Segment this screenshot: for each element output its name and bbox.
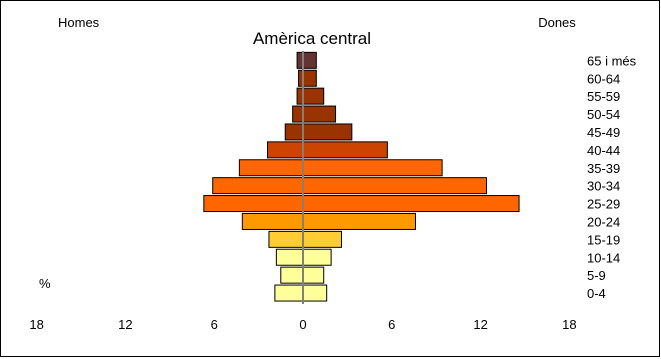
age-label: 25-29 [587, 197, 620, 212]
bar-homes-30-34 [212, 177, 304, 195]
bar-dones-45-49 [302, 123, 353, 141]
age-label: 30-34 [587, 179, 620, 194]
bar-homes-0-4 [274, 284, 304, 302]
age-group-labels: 0-4 5-9 10-14 15-19 20-24 25-29 30-34 35-39 40-4… [587, 53, 637, 301]
bar-homes-45-49 [284, 123, 304, 141]
age-label: 10-14 [587, 250, 620, 265]
bar-homes-20-24 [241, 212, 304, 230]
x-tick-label: 12 [473, 317, 487, 332]
bar-dones-15-19 [302, 230, 342, 248]
age-label: 40-44 [587, 143, 620, 158]
bars-group [203, 51, 520, 302]
x-tick-label: 0 [299, 317, 306, 332]
bar-homes-50-54 [292, 105, 304, 123]
x-tick-label: 6 [388, 317, 395, 332]
bar-dones-25-29 [302, 195, 520, 213]
age-label: 65 i més [587, 53, 637, 68]
bar-homes-25-29 [203, 195, 304, 213]
chart-title: Amèrica central [253, 29, 371, 48]
bar-homes-40-44 [266, 141, 304, 159]
age-label: 5-9 [587, 268, 606, 283]
x-tick-label: 12 [118, 317, 132, 332]
bar-dones-55-59 [302, 87, 325, 105]
bar-dones-40-44 [302, 141, 388, 159]
bar-dones-30-34 [302, 177, 488, 195]
age-label: 55-59 [587, 89, 620, 104]
unit-label: % [39, 276, 51, 291]
age-label: 15-19 [587, 232, 620, 247]
bar-dones-10-14 [302, 248, 332, 266]
bar-dones-5-9 [302, 266, 325, 284]
x-tick-label: 18 [29, 317, 43, 332]
age-label: 20-24 [587, 214, 620, 229]
bar-homes-10-14 [275, 248, 304, 266]
left-series-label: Homes [58, 15, 100, 30]
bar-homes-5-9 [280, 266, 304, 284]
right-series-label: Dones [538, 15, 576, 30]
x-tick-labels: 18 12 6 0 6 12 18 [29, 317, 576, 332]
age-label: 0-4 [587, 286, 606, 301]
bar-dones-60-64 [302, 69, 317, 87]
age-label: 45-49 [587, 125, 620, 140]
age-label: 50-54 [587, 107, 620, 122]
bar-dones-0-4 [302, 284, 328, 302]
bar-homes-15-19 [268, 230, 304, 248]
age-label: 35-39 [587, 161, 620, 176]
bar-dones-35-39 [302, 159, 443, 177]
bar-dones-20-24 [302, 212, 416, 230]
x-tick-label: 6 [211, 317, 218, 332]
bar-dones-65-i-més [302, 51, 317, 69]
x-tick-label: 18 [562, 317, 576, 332]
age-label: 60-64 [587, 71, 620, 86]
bar-homes-35-39 [238, 159, 304, 177]
bar-dones-50-54 [302, 105, 337, 123]
